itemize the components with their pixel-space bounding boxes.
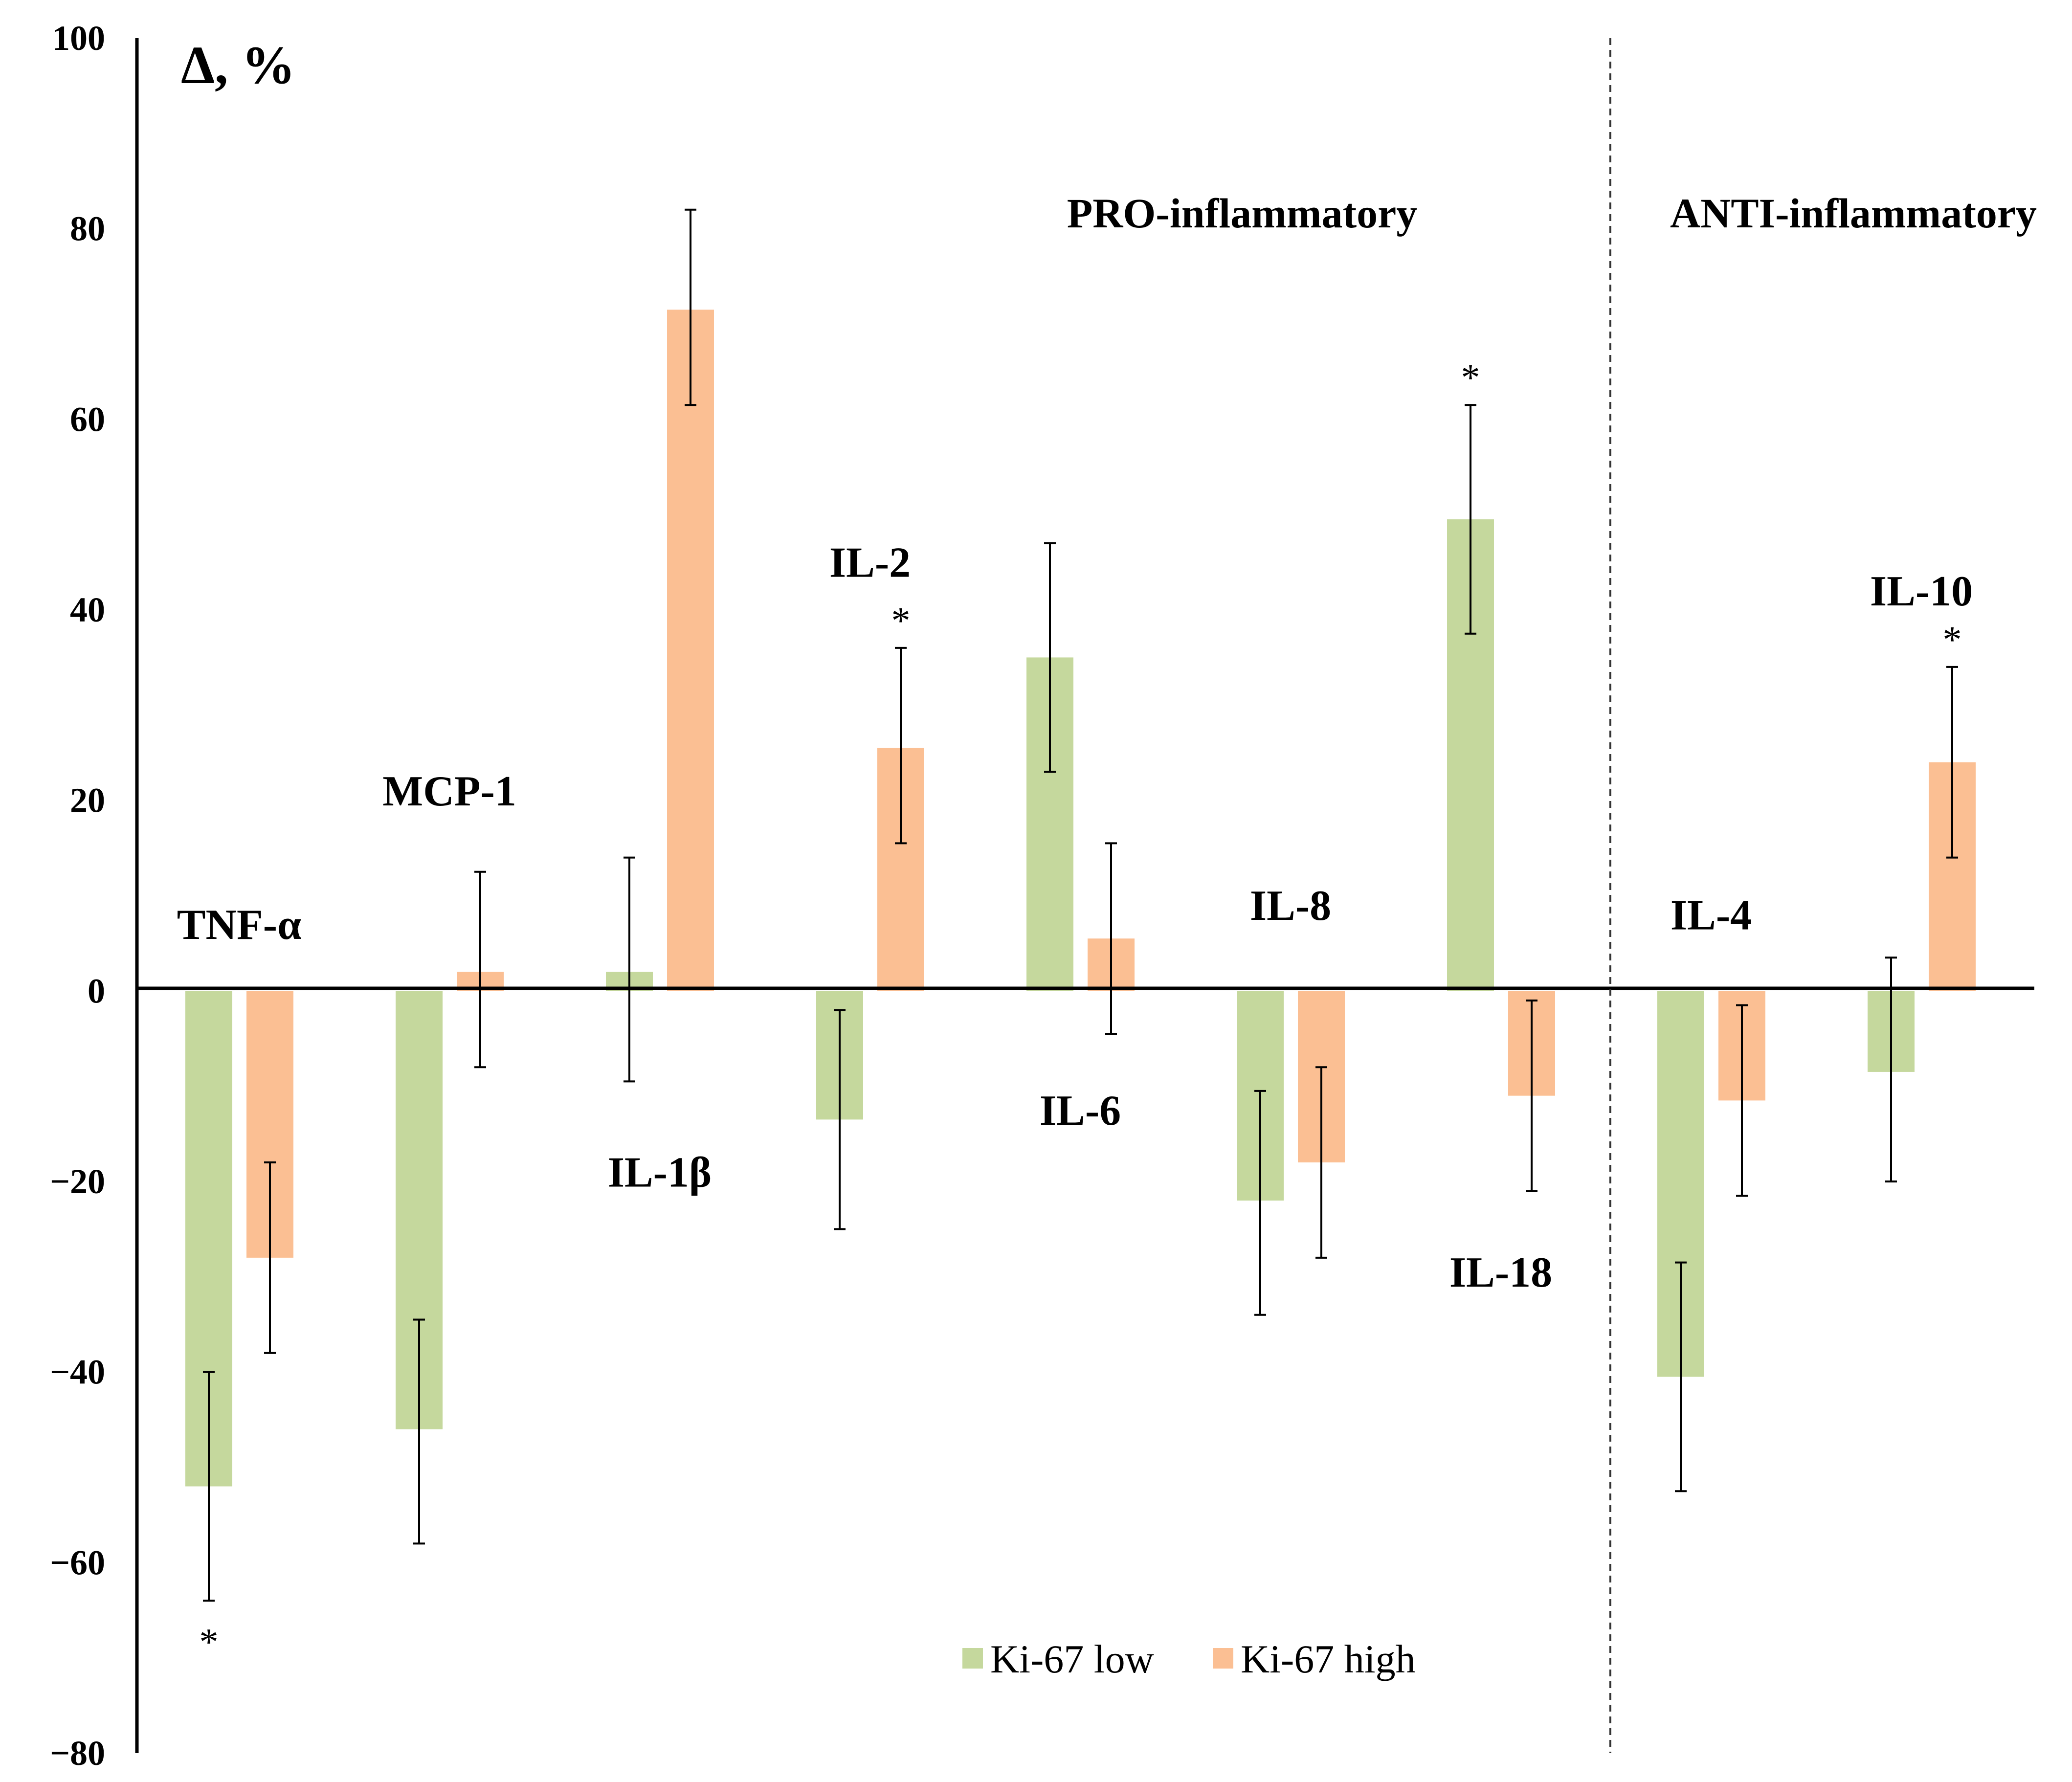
error-bar-il-1-ki-67-high (685, 208, 696, 406)
legend-swatch-high (1213, 1648, 1233, 1669)
category-label-il-4: IL-4 (1671, 891, 1752, 939)
y-axis-title: Δ, % (181, 35, 295, 95)
significance-star-il-10: * (1943, 618, 1962, 661)
error-bars (203, 208, 1958, 1602)
y-tick-label: −40 (50, 1353, 105, 1392)
y-tick-label: 0 (88, 971, 105, 1010)
y-tick-label: −60 (50, 1543, 105, 1582)
error-bar-il-1-ki-67-low (624, 856, 635, 1083)
error-bar-il-10-ki-67-high (1946, 666, 1958, 859)
y-tick-label: −20 (50, 1162, 105, 1201)
category-label-il-1: IL-1β (608, 1149, 712, 1197)
significance-star-tnf: * (200, 1620, 219, 1663)
legend: Ki-67 low Ki-67 high (962, 1637, 1416, 1681)
error-bar-tnf-ki-67-low (203, 1371, 215, 1602)
significance-markers: * * * * (200, 356, 1962, 1663)
error-bar-il-4-ki-67-high (1736, 1004, 1748, 1197)
y-axis: 100 80 60 40 20 0 −20 −40 −60 −80 (50, 19, 139, 1773)
y-tick-label: 40 (70, 590, 105, 629)
category-label-tnf: TNF-α (177, 901, 301, 949)
significance-star-il-2: * (891, 599, 911, 642)
group-label-anti: ANTI-inflammatory (1670, 190, 2037, 237)
category-labels: TNF-α MCP-1 IL-1β IL-2 IL-6 IL-8 IL-18 IL-4 IL-1… (177, 539, 1973, 1297)
category-label-il-8: IL-8 (1250, 882, 1331, 930)
error-bar-il-18-ki-67-low (1465, 404, 1476, 635)
y-tick-label: 60 (70, 400, 105, 439)
category-label-il-10: IL-10 (1870, 568, 1973, 615)
category-label-il-6: IL-6 (1040, 1087, 1121, 1135)
error-bar-il-6-ki-67-high (1105, 842, 1117, 1035)
bar-il-1-ki-67-high (667, 310, 714, 991)
error-bar-mcp-1-ki-67-high (474, 870, 486, 1069)
category-label-mcp-1: MCP-1 (382, 768, 516, 815)
y-tick-label: 80 (70, 209, 105, 248)
error-bar-il-6-ki-67-low (1044, 542, 1056, 773)
error-bar-tnf-ki-67-high (264, 1161, 276, 1354)
error-bar-il-8-ki-67-high (1315, 1066, 1327, 1259)
legend-label-high: Ki-67 high (1241, 1637, 1416, 1681)
y-tick-label: 20 (70, 781, 105, 820)
y-tick-label: 100 (52, 19, 105, 58)
error-bar-il-10-ki-67-low (1885, 957, 1897, 1182)
significance-star-il-18: * (1461, 356, 1480, 399)
legend-swatch-low (962, 1648, 983, 1669)
legend-label-low: Ki-67 low (990, 1637, 1154, 1681)
error-bar-il-8-ki-67-low (1254, 1090, 1266, 1316)
category-label-il-18: IL-18 (1449, 1249, 1552, 1296)
y-tick-label: −80 (50, 1734, 105, 1773)
error-bar-il-2-ki-67-high (895, 646, 907, 845)
error-bar-il-4-ki-67-low (1675, 1261, 1687, 1492)
error-bar-il-2-ki-67-low (834, 1009, 846, 1230)
category-label-il-2: IL-2 (829, 539, 911, 587)
error-bar-il-18-ki-67-high (1526, 999, 1537, 1192)
group-label-pro: PRO-inflammatory (1067, 190, 1418, 237)
error-bar-mcp-1-ki-67-low (413, 1318, 425, 1545)
